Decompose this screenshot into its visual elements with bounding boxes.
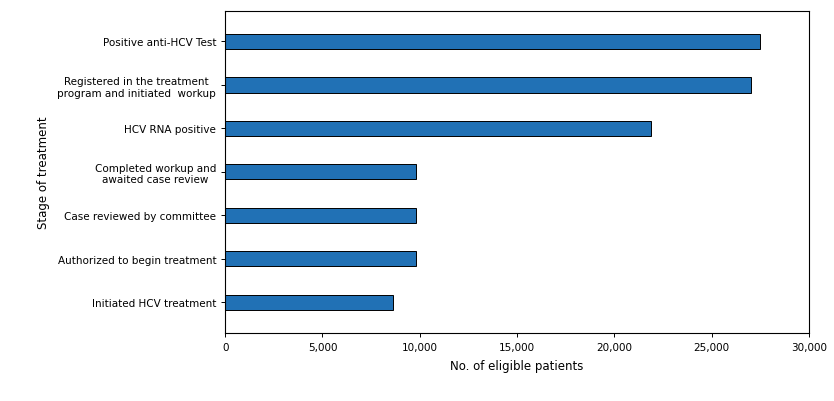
Bar bbox=[225, 122, 651, 137]
Bar bbox=[225, 78, 751, 93]
Bar bbox=[225, 251, 416, 267]
X-axis label: No. of eligible patients: No. of eligible patients bbox=[450, 359, 584, 372]
Bar bbox=[225, 35, 761, 50]
Bar bbox=[225, 295, 393, 310]
Y-axis label: Stage of treatment: Stage of treatment bbox=[38, 116, 51, 229]
Bar bbox=[225, 165, 416, 180]
Bar bbox=[225, 208, 416, 223]
